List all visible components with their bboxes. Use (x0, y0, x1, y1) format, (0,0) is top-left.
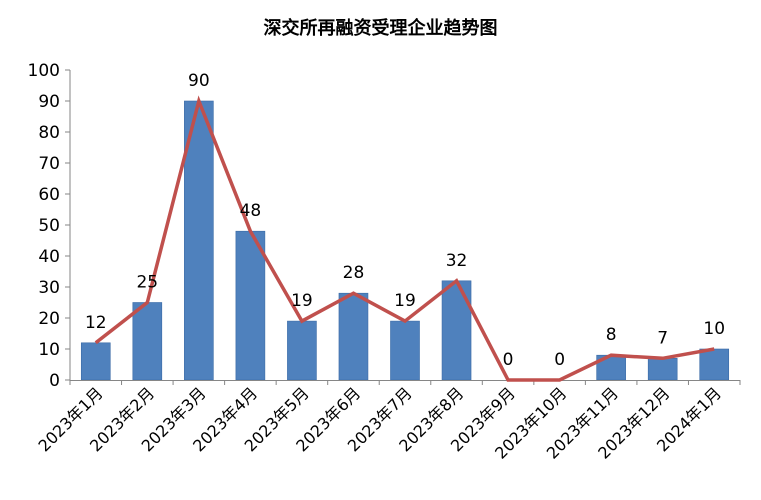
y-tick-label: 0 (49, 371, 60, 391)
bar-7 (390, 320, 420, 381)
data-label: 19 (291, 291, 313, 311)
y-tick-label: 80 (38, 123, 60, 143)
chart-title: 深交所再融资受理企业趋势图 (263, 18, 498, 39)
bar-3 (184, 100, 214, 381)
y-tick-label: 60 (38, 185, 60, 205)
y-tick-label: 30 (38, 278, 60, 298)
y-tick-label: 70 (38, 154, 60, 174)
y-tick-label: 90 (38, 92, 60, 112)
data-label: 10 (703, 319, 725, 339)
data-label: 7 (657, 328, 668, 348)
data-label: 12 (85, 313, 107, 333)
bar-5 (287, 320, 317, 381)
y-tick-label: 50 (38, 216, 60, 236)
data-label: 8 (606, 325, 617, 345)
bar-4 (235, 230, 266, 381)
bar-12 (647, 357, 678, 381)
bar-8 (441, 280, 472, 381)
y-tick-label: 100 (28, 61, 60, 81)
data-label: 28 (343, 263, 365, 283)
y-tick-label: 10 (38, 340, 60, 360)
bar-13 (699, 348, 730, 381)
bar-2 (132, 302, 163, 381)
data-label: 90 (188, 71, 210, 91)
data-label: 19 (394, 291, 416, 311)
data-label: 0 (554, 350, 565, 370)
data-label: 25 (136, 273, 158, 293)
data-label: 0 (503, 350, 514, 370)
y-tick-label: 20 (38, 309, 60, 329)
y-tick-label: 40 (38, 247, 60, 267)
trend-line (94, 95, 715, 382)
data-label: 48 (240, 201, 262, 221)
bar-1 (80, 342, 111, 381)
data-label: 32 (446, 251, 468, 271)
bar-6 (338, 292, 369, 381)
